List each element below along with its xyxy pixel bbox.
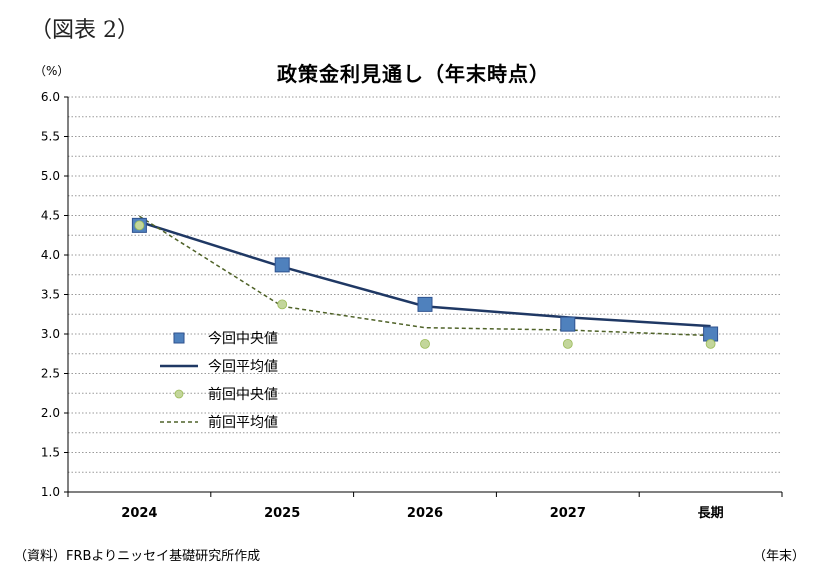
data-point-square: [560, 316, 576, 332]
data-point-square: [703, 326, 719, 342]
y-tick-label: 6.0: [41, 90, 60, 104]
legend-label: 今回中央値: [208, 331, 278, 347]
legend-label: 前回平均値: [208, 414, 278, 431]
y-tick-label: 5.5: [41, 130, 60, 144]
y-tick-label: 1.5: [41, 446, 60, 460]
y-tick-label: 4.5: [41, 209, 60, 223]
y-tick-label: 3.5: [41, 288, 60, 302]
data-point-square: [274, 257, 290, 273]
x-tick-label: 2025: [264, 506, 300, 521]
y-tick-label: 2.0: [41, 406, 60, 420]
chart-title: 政策金利見通し（年末時点）: [277, 62, 550, 86]
data-point-square: [417, 296, 433, 312]
x-tick-label: 2026: [407, 506, 443, 521]
legend-symbol: [174, 389, 184, 399]
y-tick-label: 4.0: [41, 248, 60, 262]
data-point-circle: [562, 338, 573, 349]
y-tick-label: 1.0: [41, 485, 60, 499]
x-tick-label: 2027: [550, 506, 586, 521]
x-tick-label: 2024: [121, 506, 157, 521]
x-tick-label: 長期: [698, 506, 724, 521]
legend-label: 今回平均値: [208, 359, 278, 375]
y-unit-label: （%）: [34, 64, 70, 78]
legend-label: 前回中央値: [208, 386, 278, 403]
source-note: （資料）FRBよりニッセイ基礎研究所作成: [14, 549, 261, 564]
x-unit-label: （年末）: [752, 549, 805, 564]
y-tick-label: 2.5: [41, 367, 60, 381]
data-point-circle: [420, 338, 430, 349]
data-point-circle: [134, 220, 145, 231]
series-markers: [131, 217, 719, 349]
y-tick-label: 3.0: [41, 327, 60, 341]
legend-symbol: [173, 332, 185, 344]
data-point-circle: [705, 338, 716, 349]
y-tick-label: 5.0: [41, 169, 60, 183]
grid-lines: [68, 96, 782, 473]
series-lines: [138, 215, 711, 337]
axes: 1.0 1.5 2.0 2.5 3.0 3.5 4.0 4.5 5.0 5.5 6.0 2024 202…: [41, 90, 783, 521]
series-line: [138, 215, 711, 337]
data-point-circle: [277, 299, 288, 310]
figure-label: （図表 2）: [30, 18, 139, 43]
